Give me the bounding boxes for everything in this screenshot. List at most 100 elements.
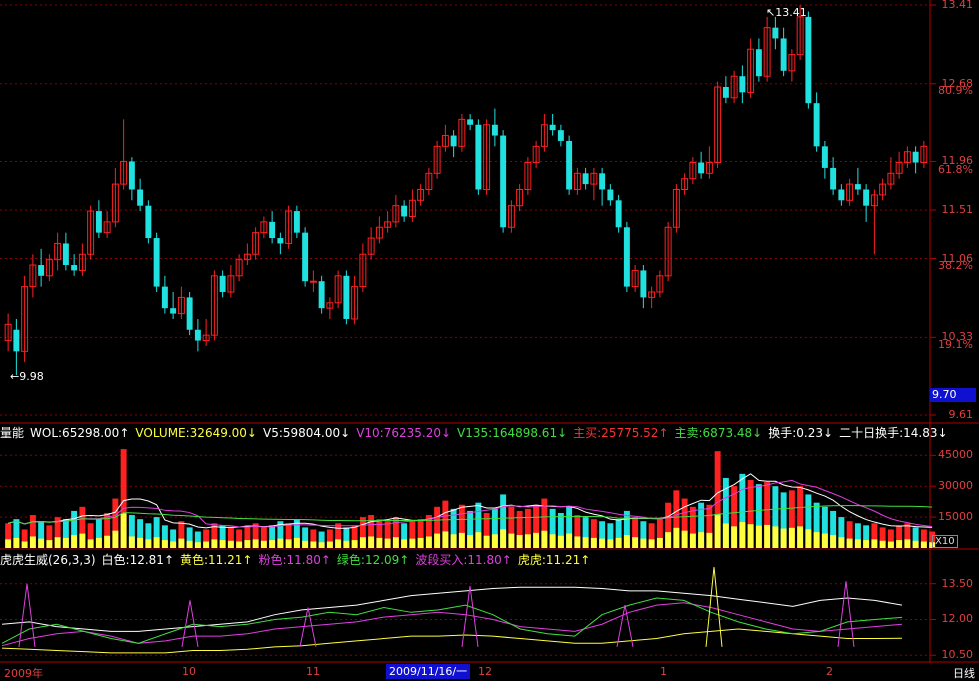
volume-sub-bar	[871, 539, 878, 548]
candle-body	[838, 189, 845, 201]
volume-bar	[640, 521, 647, 548]
candle-body	[582, 173, 589, 185]
volume-sub-bar	[623, 535, 630, 548]
indicator-header-item-1: 白色:12.81↑	[101, 553, 174, 567]
candle-body	[780, 38, 787, 71]
volume-sub-bar	[689, 533, 696, 548]
volume-bar	[599, 521, 606, 548]
volume-sub-bar	[574, 536, 581, 548]
volume-bar	[582, 517, 589, 548]
volume-sub-bar	[434, 533, 441, 548]
candle-body	[87, 210, 95, 255]
volume-bar	[21, 529, 28, 548]
candle-body	[29, 264, 37, 288]
volume-tick-label: 15000	[938, 510, 973, 524]
candle-body	[302, 232, 309, 282]
candle-body	[912, 151, 919, 163]
volume-bar	[318, 531, 325, 548]
candle-body	[62, 243, 69, 266]
volume-bar	[54, 517, 61, 548]
volume-bar	[475, 502, 482, 548]
candle-body	[210, 275, 218, 336]
volume-bar	[557, 512, 564, 548]
candle-body	[566, 140, 573, 190]
candle-body	[293, 211, 300, 233]
volume-sub-bar	[640, 538, 647, 548]
period-selector[interactable]: 日线	[953, 667, 975, 680]
volume-sub-bar	[401, 539, 408, 548]
volume-sub-bar	[112, 530, 119, 548]
volume-sub-bar	[706, 532, 713, 548]
low-marker-icon: ←	[10, 370, 20, 383]
buy-signal-spike	[18, 583, 36, 647]
volume-sub-bar	[665, 532, 672, 548]
candle-body	[194, 329, 201, 341]
candle-body	[111, 183, 119, 223]
fib-percent-label: 19.1%	[938, 337, 973, 351]
volume-bar	[38, 521, 45, 548]
volume-sub-bar	[145, 539, 152, 548]
candle-body	[846, 183, 854, 201]
volume-bar	[392, 517, 399, 548]
candle-body	[903, 151, 911, 164]
volume-sub-bar	[211, 539, 218, 548]
candle-body	[475, 124, 482, 190]
volume-sub-bar	[549, 534, 556, 548]
volume-sub-bar	[260, 540, 267, 548]
candle-body	[895, 162, 903, 174]
candle-body	[120, 160, 128, 185]
volume-sub-bar	[821, 533, 828, 548]
date-label: 1	[660, 665, 667, 678]
volume-bar	[277, 521, 284, 548]
candle-body	[425, 172, 433, 191]
volume-sub-bar	[46, 540, 53, 548]
price-tick-label: 11.06	[941, 251, 974, 265]
volume-header: 量能 WOL:65298.00↑ VOLUME:32649.00↓ V5:59804.…	[0, 425, 948, 441]
candle-body	[401, 205, 408, 217]
candle-body	[672, 189, 680, 228]
candle-body	[450, 135, 457, 147]
volume-sub-bar	[467, 535, 474, 548]
volume-sub-bar	[599, 538, 606, 548]
volume-bar	[788, 490, 795, 548]
volume-bar	[533, 504, 540, 548]
volume-sub-bar	[29, 536, 36, 548]
volume-sub-bar	[681, 530, 688, 548]
volume-bar	[137, 519, 144, 548]
candle-body	[805, 16, 812, 104]
candle-body	[573, 172, 581, 191]
volume-bar	[863, 525, 870, 548]
volume-sub-bar	[797, 526, 804, 548]
candle-body	[821, 146, 828, 168]
candle-body	[326, 302, 334, 309]
volume-bar	[665, 502, 672, 548]
volume-sub-bar	[392, 537, 399, 548]
volume-sub-bar	[698, 532, 705, 548]
volume-bar	[87, 523, 94, 548]
candle-body	[408, 199, 416, 217]
volume-bar	[269, 525, 276, 548]
candle-body	[202, 334, 210, 342]
volume-sub-bar	[153, 537, 160, 548]
volume-bar	[384, 521, 391, 548]
volume-sub-bar	[632, 537, 639, 548]
volume-bar	[293, 519, 300, 548]
volume-bar	[838, 517, 845, 548]
volume-bar	[541, 498, 548, 548]
volume-bar	[194, 531, 201, 548]
volume-bar	[673, 490, 680, 548]
candle-body	[549, 124, 556, 131]
volume-sub-bar	[269, 540, 276, 548]
candle-body	[13, 329, 20, 352]
buy-signal-spike	[616, 605, 634, 647]
volume-sub-bar	[615, 537, 622, 548]
volume-bar	[830, 510, 837, 548]
date-label: 12	[478, 665, 492, 678]
volume-sub-bar	[863, 540, 870, 548]
volume-sub-bar	[293, 537, 300, 548]
candle-body	[277, 238, 284, 244]
volume-bar	[483, 512, 490, 548]
volume-bar	[508, 506, 515, 548]
volume-bar	[203, 529, 210, 548]
